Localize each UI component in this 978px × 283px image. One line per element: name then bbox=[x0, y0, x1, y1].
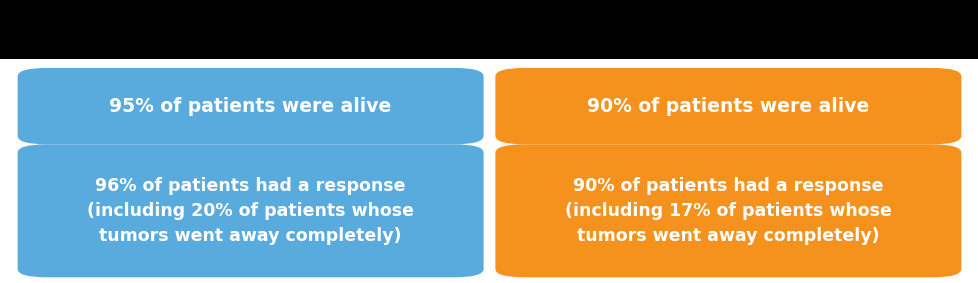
FancyBboxPatch shape bbox=[18, 68, 483, 144]
FancyBboxPatch shape bbox=[495, 68, 960, 144]
FancyBboxPatch shape bbox=[495, 144, 960, 277]
Bar bbox=[0, 0, 978, 59]
Text: 96% of patients had a response
(including 20% of patients whose
tumors went away: 96% of patients had a response (includin… bbox=[87, 177, 414, 245]
Text: 90% of patients were alive: 90% of patients were alive bbox=[587, 97, 868, 116]
Text: 90% of patients had a response
(including 17% of patients whose
tumors went away: 90% of patients had a response (includin… bbox=[564, 177, 891, 245]
FancyBboxPatch shape bbox=[18, 144, 483, 277]
Text: 95% of patients were alive: 95% of patients were alive bbox=[110, 97, 391, 116]
